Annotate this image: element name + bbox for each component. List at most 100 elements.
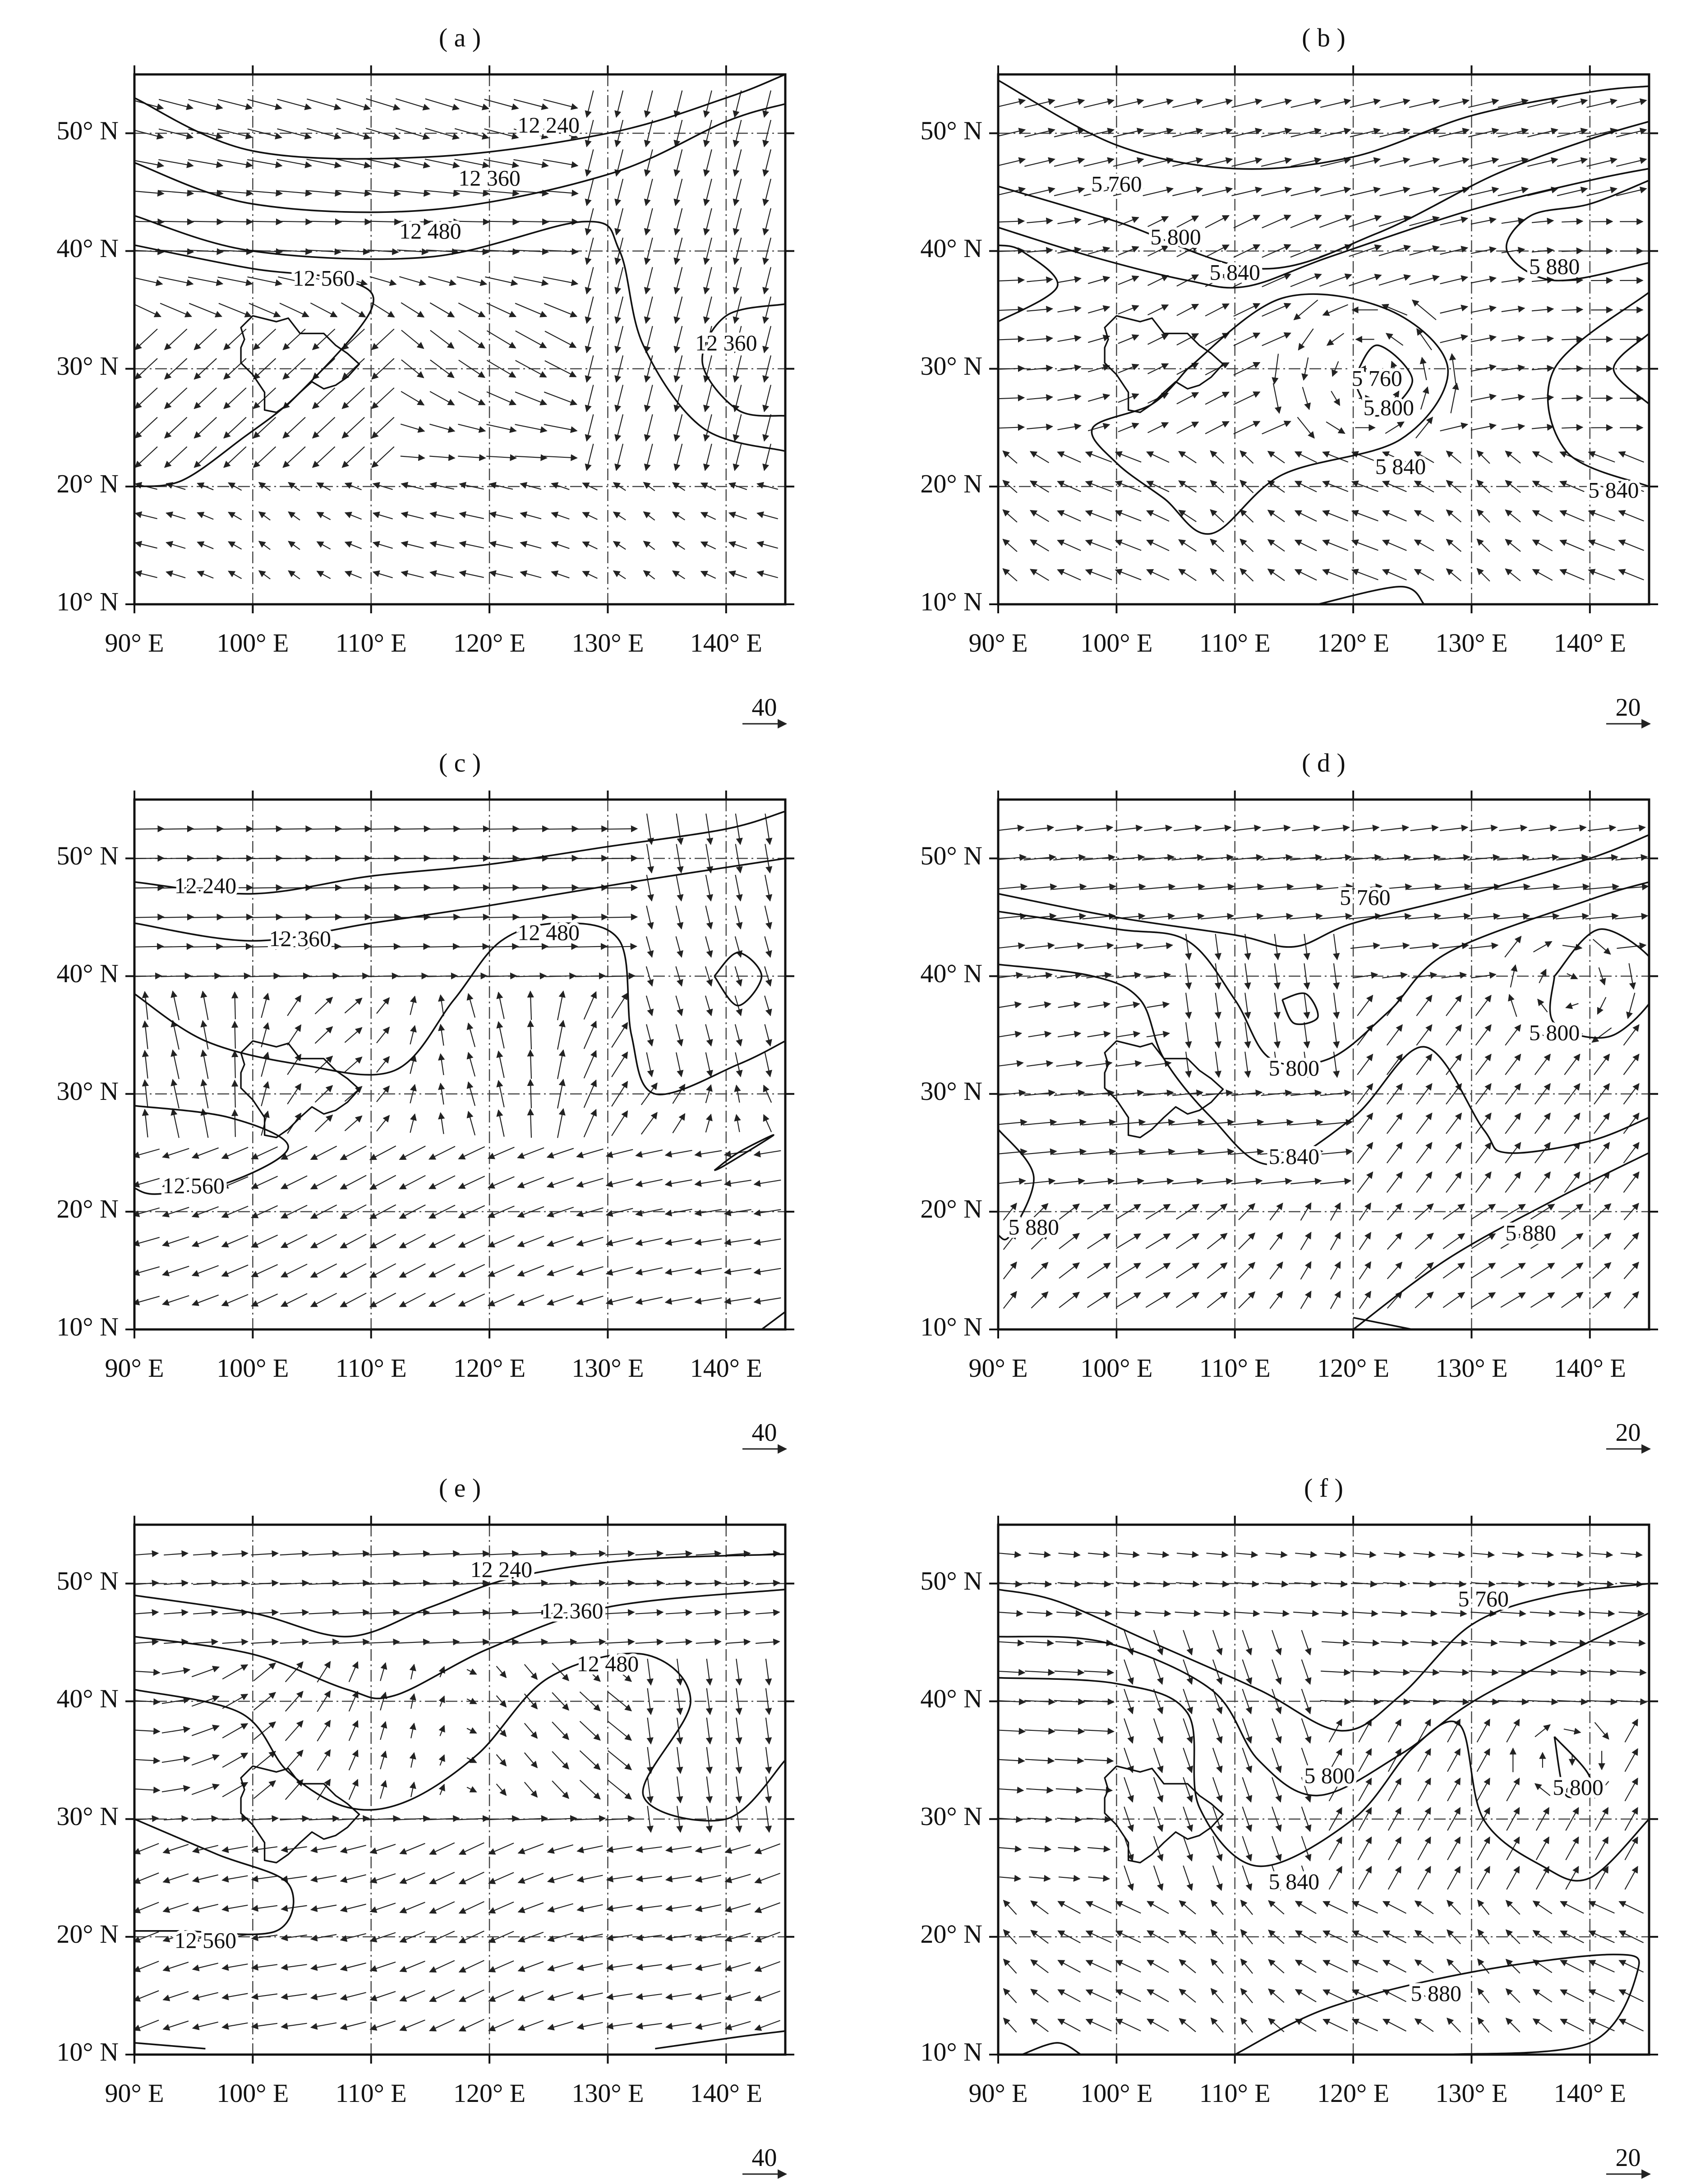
wind-vector xyxy=(1259,883,1294,891)
wind-vector xyxy=(1088,1875,1111,1882)
wind-vector xyxy=(1113,1177,1145,1185)
wind-vector xyxy=(134,570,157,578)
wind-vector xyxy=(543,129,578,139)
wind-vector xyxy=(575,1638,606,1646)
wind-vector xyxy=(344,1056,363,1072)
wind-vector xyxy=(1333,963,1340,990)
wind-vector xyxy=(1470,335,1497,343)
wind-vector xyxy=(764,995,772,1016)
wind-vector xyxy=(583,1021,597,1049)
wind-vector xyxy=(513,99,549,110)
wind-vector xyxy=(365,158,401,169)
wind-vector xyxy=(705,1024,713,1047)
wind-vector xyxy=(1124,1718,1134,1744)
wind-vector xyxy=(1624,1836,1638,1861)
wind-vector xyxy=(282,417,306,439)
wind-vector xyxy=(222,1752,249,1768)
wind-vector xyxy=(703,149,712,177)
wind-vector xyxy=(409,1752,416,1768)
wind-vector xyxy=(134,1296,160,1306)
wind-vector xyxy=(372,482,393,490)
wind-vector xyxy=(1443,1551,1465,1558)
wind-vector xyxy=(1386,1171,1403,1193)
wind-vector xyxy=(1025,824,1055,832)
wind-vector xyxy=(1615,854,1648,861)
wind-vector xyxy=(397,248,429,255)
wind-vector xyxy=(1351,2018,1378,2032)
wind-vector xyxy=(1115,2018,1141,2032)
wind-vector xyxy=(170,990,180,1021)
wind-vector xyxy=(340,1145,367,1160)
wind-vector xyxy=(484,855,520,862)
wind-vector xyxy=(1450,382,1459,414)
wind-vector xyxy=(762,208,772,236)
wind-vector xyxy=(314,1055,333,1073)
wind-vector xyxy=(1501,394,1525,401)
wind-vector xyxy=(1273,963,1281,990)
wind-vector xyxy=(365,884,401,892)
wind-vector xyxy=(166,511,186,520)
wind-vector xyxy=(369,1263,396,1278)
wind-vector xyxy=(188,884,224,892)
wind-vector xyxy=(486,972,517,979)
wind-vector xyxy=(1084,1669,1115,1676)
wind-vector xyxy=(1085,451,1112,463)
wind-vector xyxy=(1030,2018,1049,2032)
wind-vector xyxy=(1054,186,1085,197)
wind-vector xyxy=(1210,2017,1224,2033)
wind-vector xyxy=(162,1177,189,1188)
wind-vector xyxy=(1624,1777,1638,1802)
wind-vector xyxy=(1467,854,1500,861)
wind-vector xyxy=(765,844,773,874)
wind-vector xyxy=(310,1875,337,1883)
wind-vector xyxy=(134,972,162,979)
wind-vector xyxy=(544,391,578,406)
wind-vector xyxy=(424,1550,460,1557)
wind-vector xyxy=(1205,391,1230,405)
wind-vector xyxy=(496,1021,505,1049)
wind-vector xyxy=(170,1079,180,1109)
wind-vector xyxy=(484,128,519,140)
wind-vector xyxy=(1378,274,1411,286)
wind-vector xyxy=(369,1961,396,1972)
wind-vector xyxy=(251,1638,279,1646)
wind-vector xyxy=(1117,1030,1141,1038)
wind-vector xyxy=(336,158,372,169)
wind-vector xyxy=(1147,245,1169,257)
wind-vector xyxy=(552,1721,569,1740)
wind-vector xyxy=(1500,1292,1526,1308)
wind-vector xyxy=(524,1752,538,1769)
wind-vector xyxy=(673,149,683,177)
wind-vector xyxy=(1532,569,1553,581)
wind-vector xyxy=(1323,1989,1348,2002)
wind-vector xyxy=(703,326,712,354)
wind-vector xyxy=(1532,480,1553,493)
wind-vector xyxy=(705,1806,713,1833)
wind-vector xyxy=(1380,942,1410,949)
wind-vector xyxy=(1533,941,1553,952)
wind-vector xyxy=(544,1638,577,1646)
wind-vector xyxy=(424,158,460,169)
wind-vector xyxy=(635,1267,663,1276)
wind-vector xyxy=(1559,480,1585,492)
y-tick-label: 30° N xyxy=(920,1802,982,1831)
wind-vector xyxy=(371,358,395,380)
wind-vector xyxy=(1357,1113,1373,1134)
wind-vector xyxy=(366,128,401,140)
wind-vector xyxy=(672,541,686,550)
wind-vector xyxy=(251,1234,278,1248)
y-tick-label: 20° N xyxy=(56,1919,119,1949)
wind-vector xyxy=(1210,538,1225,552)
wind-vector xyxy=(162,1236,189,1247)
wind-vector xyxy=(547,2021,574,2031)
wind-vector xyxy=(1531,1580,1555,1588)
wind-vector xyxy=(672,482,685,491)
wind-vector xyxy=(583,991,597,1020)
wind-vector xyxy=(524,1782,538,1798)
wind-vector xyxy=(1056,972,1083,979)
wind-vector xyxy=(306,913,342,921)
wind-vector xyxy=(1024,157,1055,167)
wind-vector xyxy=(705,1113,713,1133)
wind-vector xyxy=(1242,1777,1253,1803)
y-tick-label: 30° N xyxy=(920,1076,982,1106)
